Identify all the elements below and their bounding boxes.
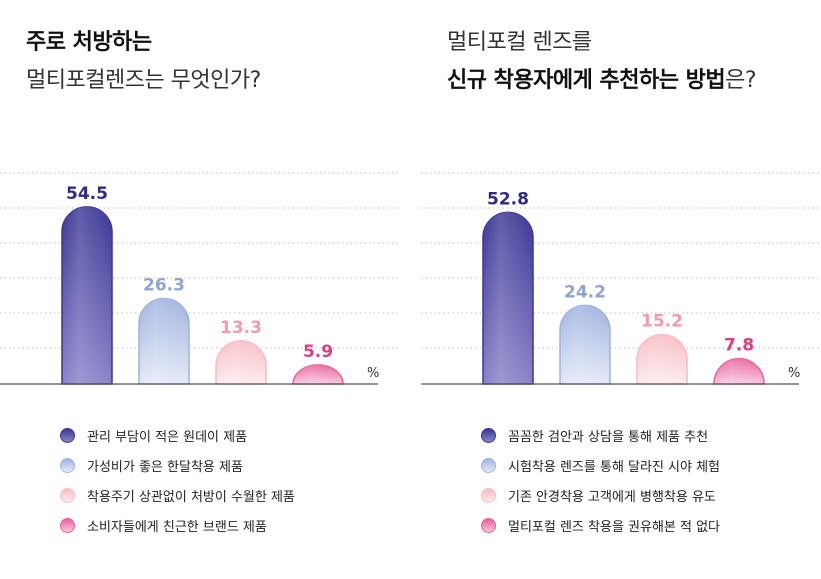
legend-label: 꼼꼼한 검안과 상담을 통해 제품 추천	[508, 429, 709, 445]
chart-title-right-line2-bold: 신규 착용자에게 추천하는 방법	[447, 68, 726, 93]
legend-swatch-icon	[60, 487, 75, 503]
bar-value-label: 5.9	[303, 342, 333, 362]
legend-item: 관리 부담이 적은 원데이 제품	[60, 420, 295, 450]
bar-highlight	[714, 358, 764, 384]
bar-highlight	[483, 212, 533, 384]
chart-title-right-line2-rest: 은?	[725, 68, 757, 93]
chart-title-left-line1: 주로 처방하는	[26, 30, 152, 55]
legend-item: 멀티포컬 렌즈 착용을 권유해본 적 없다	[481, 510, 720, 540]
legend-swatch-icon	[481, 457, 496, 473]
bar-highlight	[293, 364, 343, 384]
legend-swatch-icon	[481, 427, 496, 443]
chart-title-right-line1: 멀티포컬 렌즈를	[447, 30, 592, 55]
bar-value-label: 7.8	[724, 336, 754, 356]
legend-label: 멀티포컬 렌즈 착용을 권유해본 적 없다	[508, 519, 721, 535]
bar-value-label: 15.2	[641, 312, 683, 332]
bar-highlight	[560, 305, 610, 384]
bar-chart-left: 54.5 26.3 13.3 5.9	[0, 172, 400, 385]
legend-swatch-icon	[60, 427, 75, 443]
bar-chart-right: 52.8 24.2 15.2 7.8	[421, 172, 821, 385]
chart-panel-right: 멀티포컬 렌즈를 신규 착용자에게 추천하는 방법은? 52.8 24.2 15.2…	[421, 0, 821, 579]
bar-highlight	[637, 334, 687, 384]
bar-highlight	[139, 298, 189, 384]
legend-item: 소비자들에게 친근한 브랜드 제품	[60, 510, 295, 540]
bar-value-label: 54.5	[66, 184, 108, 204]
legend-item: 착용주기 상관없이 처방이 수월한 제품	[60, 480, 295, 510]
legend-swatch-icon	[60, 517, 75, 533]
bar-value-label: 52.8	[487, 189, 529, 209]
legend-swatch-icon	[481, 517, 496, 533]
percent-unit-left: %	[367, 366, 380, 381]
legend-right: 꼼꼼한 검안과 상담을 통해 제품 추천 시험착용 렌즈를 통해 달라진 시야 …	[481, 420, 720, 540]
chart-panel-left: 주로 처방하는 멀티포컬렌즈는 무엇인가? 54.5 26.3 13.3 5.9 % …	[0, 0, 400, 579]
legend-label: 관리 부담이 적은 원데이 제품	[87, 429, 248, 445]
legend-left: 관리 부담이 적은 원데이 제품 가성비가 좋은 한달착용 제품 착용주기 상관…	[60, 420, 295, 540]
legend-swatch-icon	[60, 457, 75, 473]
legend-item: 시험착용 렌즈를 통해 달라진 시야 체험	[481, 450, 720, 480]
legend-label: 소비자들에게 친근한 브랜드 제품	[87, 519, 267, 535]
bar-value-label: 26.3	[143, 276, 185, 296]
legend-item: 가성비가 좋은 한달착용 제품	[60, 450, 295, 480]
bar-highlight	[215, 340, 266, 384]
chart-title-left-line2: 멀티포컬렌즈는 무엇인가?	[26, 68, 261, 93]
chart-title-left: 주로 처방하는 멀티포컬렌즈는 무엇인가?	[26, 24, 261, 100]
legend-swatch-icon	[481, 487, 496, 503]
legend-label: 시험착용 렌즈를 통해 달라진 시야 체험	[508, 459, 721, 475]
legend-label: 가성비가 좋은 한달착용 제품	[87, 459, 243, 475]
legend-item: 꼼꼼한 검안과 상담을 통해 제품 추천	[481, 420, 720, 450]
bar-highlight	[62, 206, 112, 384]
bar-value-label: 13.3	[220, 318, 262, 338]
legend-label: 착용주기 상관없이 처방이 수월한 제품	[87, 489, 295, 505]
bar-value-label: 24.2	[564, 282, 606, 302]
chart-title-right: 멀티포컬 렌즈를 신규 착용자에게 추천하는 방법은?	[447, 24, 757, 100]
legend-label: 기존 안경착용 고객에게 병행착용 유도	[508, 489, 716, 505]
legend-item: 기존 안경착용 고객에게 병행착용 유도	[481, 480, 720, 510]
percent-unit-right: %	[788, 366, 801, 381]
